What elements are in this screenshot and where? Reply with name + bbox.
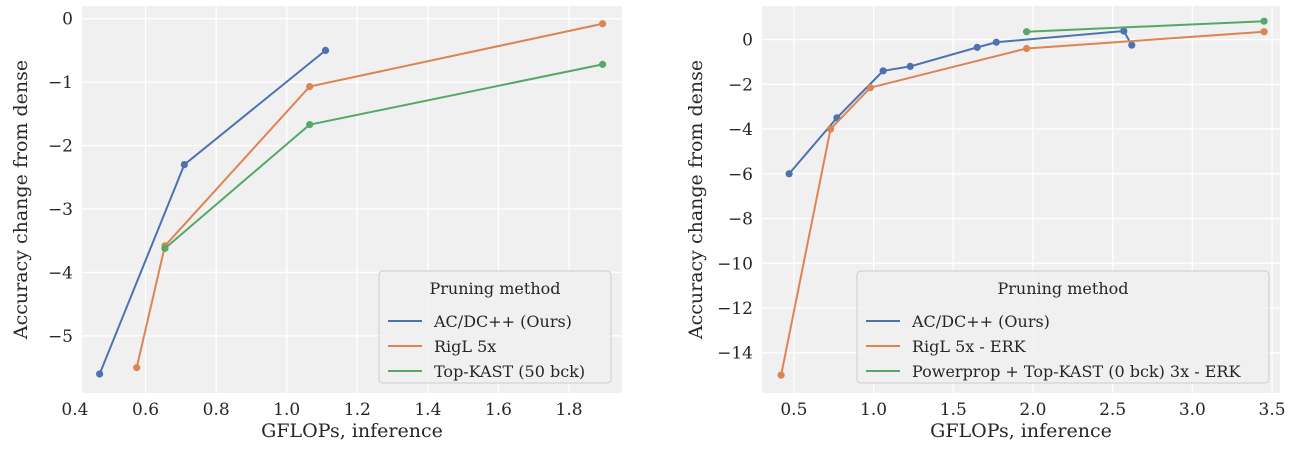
data-point	[598, 20, 607, 28]
legend-entry: AC/DC++ (Ours)	[911, 312, 1050, 331]
data-point	[96, 370, 104, 378]
legend-title: Pruning method	[429, 279, 560, 298]
series-line	[1026, 20, 1265, 33]
data-point	[598, 60, 607, 68]
x-axis-label: GFLOPs, inference	[261, 420, 443, 442]
x-tick-label: 1.2	[344, 400, 371, 420]
data-point	[161, 244, 169, 252]
x-tick-label: 3.0	[1179, 400, 1206, 420]
legend: Pruning method AC/DC++ (Ours) RigL 5x - ER…	[856, 270, 1270, 384]
series-1	[96, 46, 330, 378]
legend: Pruning method AC/DC++ (Ours) RigL 5x Top-K…	[378, 270, 612, 384]
series-line	[135, 22, 603, 368]
y-tick-label: −4	[728, 120, 753, 140]
data-point	[826, 125, 835, 133]
legend-entry: Top-KAST (50 bck)	[434, 362, 585, 381]
data-point	[866, 84, 874, 92]
y-tick-label: −8	[728, 210, 753, 230]
data-point	[1260, 17, 1268, 25]
x-tick-label: 1.4	[414, 400, 441, 420]
x-tick-label: 1.8	[556, 400, 583, 420]
legend-entry: RigL 5x	[434, 337, 496, 356]
data-point	[1260, 28, 1268, 36]
y-tick-label: −2	[728, 75, 753, 95]
x-tick-label: 1.0	[273, 400, 300, 420]
data-point	[1128, 41, 1136, 49]
x-tick-label: 0.8	[203, 400, 230, 420]
data-point	[306, 121, 314, 129]
data-point	[321, 46, 330, 55]
legend-box	[856, 270, 1270, 384]
y-tick-label: −14	[717, 344, 753, 364]
series-2	[777, 28, 1268, 379]
legend-title: Pruning method	[997, 279, 1128, 298]
y-tick-label: −1	[48, 73, 73, 93]
series-1	[785, 27, 1136, 178]
y-tick-label: −4	[48, 263, 73, 283]
y-tick-label: −6	[728, 165, 753, 185]
series-3	[161, 60, 607, 252]
y-axis-label: Accuracy change from dense	[685, 60, 707, 340]
grid	[82, 6, 622, 393]
data-point	[180, 161, 188, 169]
data-point	[133, 364, 141, 372]
y-tick-label: −10	[717, 254, 753, 274]
x-tick-label: 1.6	[485, 400, 512, 420]
data-point	[973, 43, 981, 51]
y-tick-label: −5	[48, 327, 73, 347]
legend-entry: AC/DC++ (Ours)	[433, 312, 572, 331]
y-tick-label: 0	[62, 10, 73, 30]
chart-2: 0.5 1.0 1.5 2.0 2.5 3.0 3.5 0 −2 −4 −6 −8 −10 −12 −14 G…	[685, 6, 1286, 442]
data-point	[306, 82, 314, 91]
legend-entry: RigL 5x - ERK	[912, 337, 1027, 356]
x-tick-label: 0.4	[61, 400, 88, 420]
data-point	[777, 371, 785, 379]
data-point	[906, 62, 914, 70]
series-3	[1022, 17, 1268, 36]
data-point	[879, 67, 887, 75]
y-tick-label: −3	[48, 200, 73, 220]
data-point	[1022, 28, 1031, 36]
x-tick-label: 0.5	[780, 400, 807, 420]
data-point	[785, 170, 793, 178]
chart-1: 0.4 0.6 0.8 1.0 1.2 1.4 1.6 1.8 0 −1 −2 −3 −4 −5 GFLOP…	[10, 6, 622, 442]
data-point	[1120, 27, 1128, 35]
x-axis-label: GFLOPs, inference	[930, 420, 1112, 442]
series-line	[788, 29, 1133, 175]
data-point	[992, 38, 1000, 46]
y-tick-label: −2	[48, 137, 73, 157]
y-tick-label: 0	[742, 31, 753, 51]
x-tick-label: 2.5	[1099, 400, 1126, 420]
x-tick-label: 2.0	[1019, 400, 1046, 420]
legend-entry: Powerprop + Top-KAST (0 bck) 3x - ERK	[912, 362, 1241, 381]
y-axis-label: Accuracy change from dense	[10, 60, 32, 340]
legend-box	[378, 270, 612, 384]
x-tick-label: 1.0	[860, 400, 887, 420]
y-tick-label: −12	[717, 299, 753, 319]
x-tick-label: 3.5	[1259, 400, 1286, 420]
x-tick-label: 1.5	[940, 400, 967, 420]
data-point	[1022, 44, 1031, 53]
x-tick-label: 0.6	[132, 400, 159, 420]
